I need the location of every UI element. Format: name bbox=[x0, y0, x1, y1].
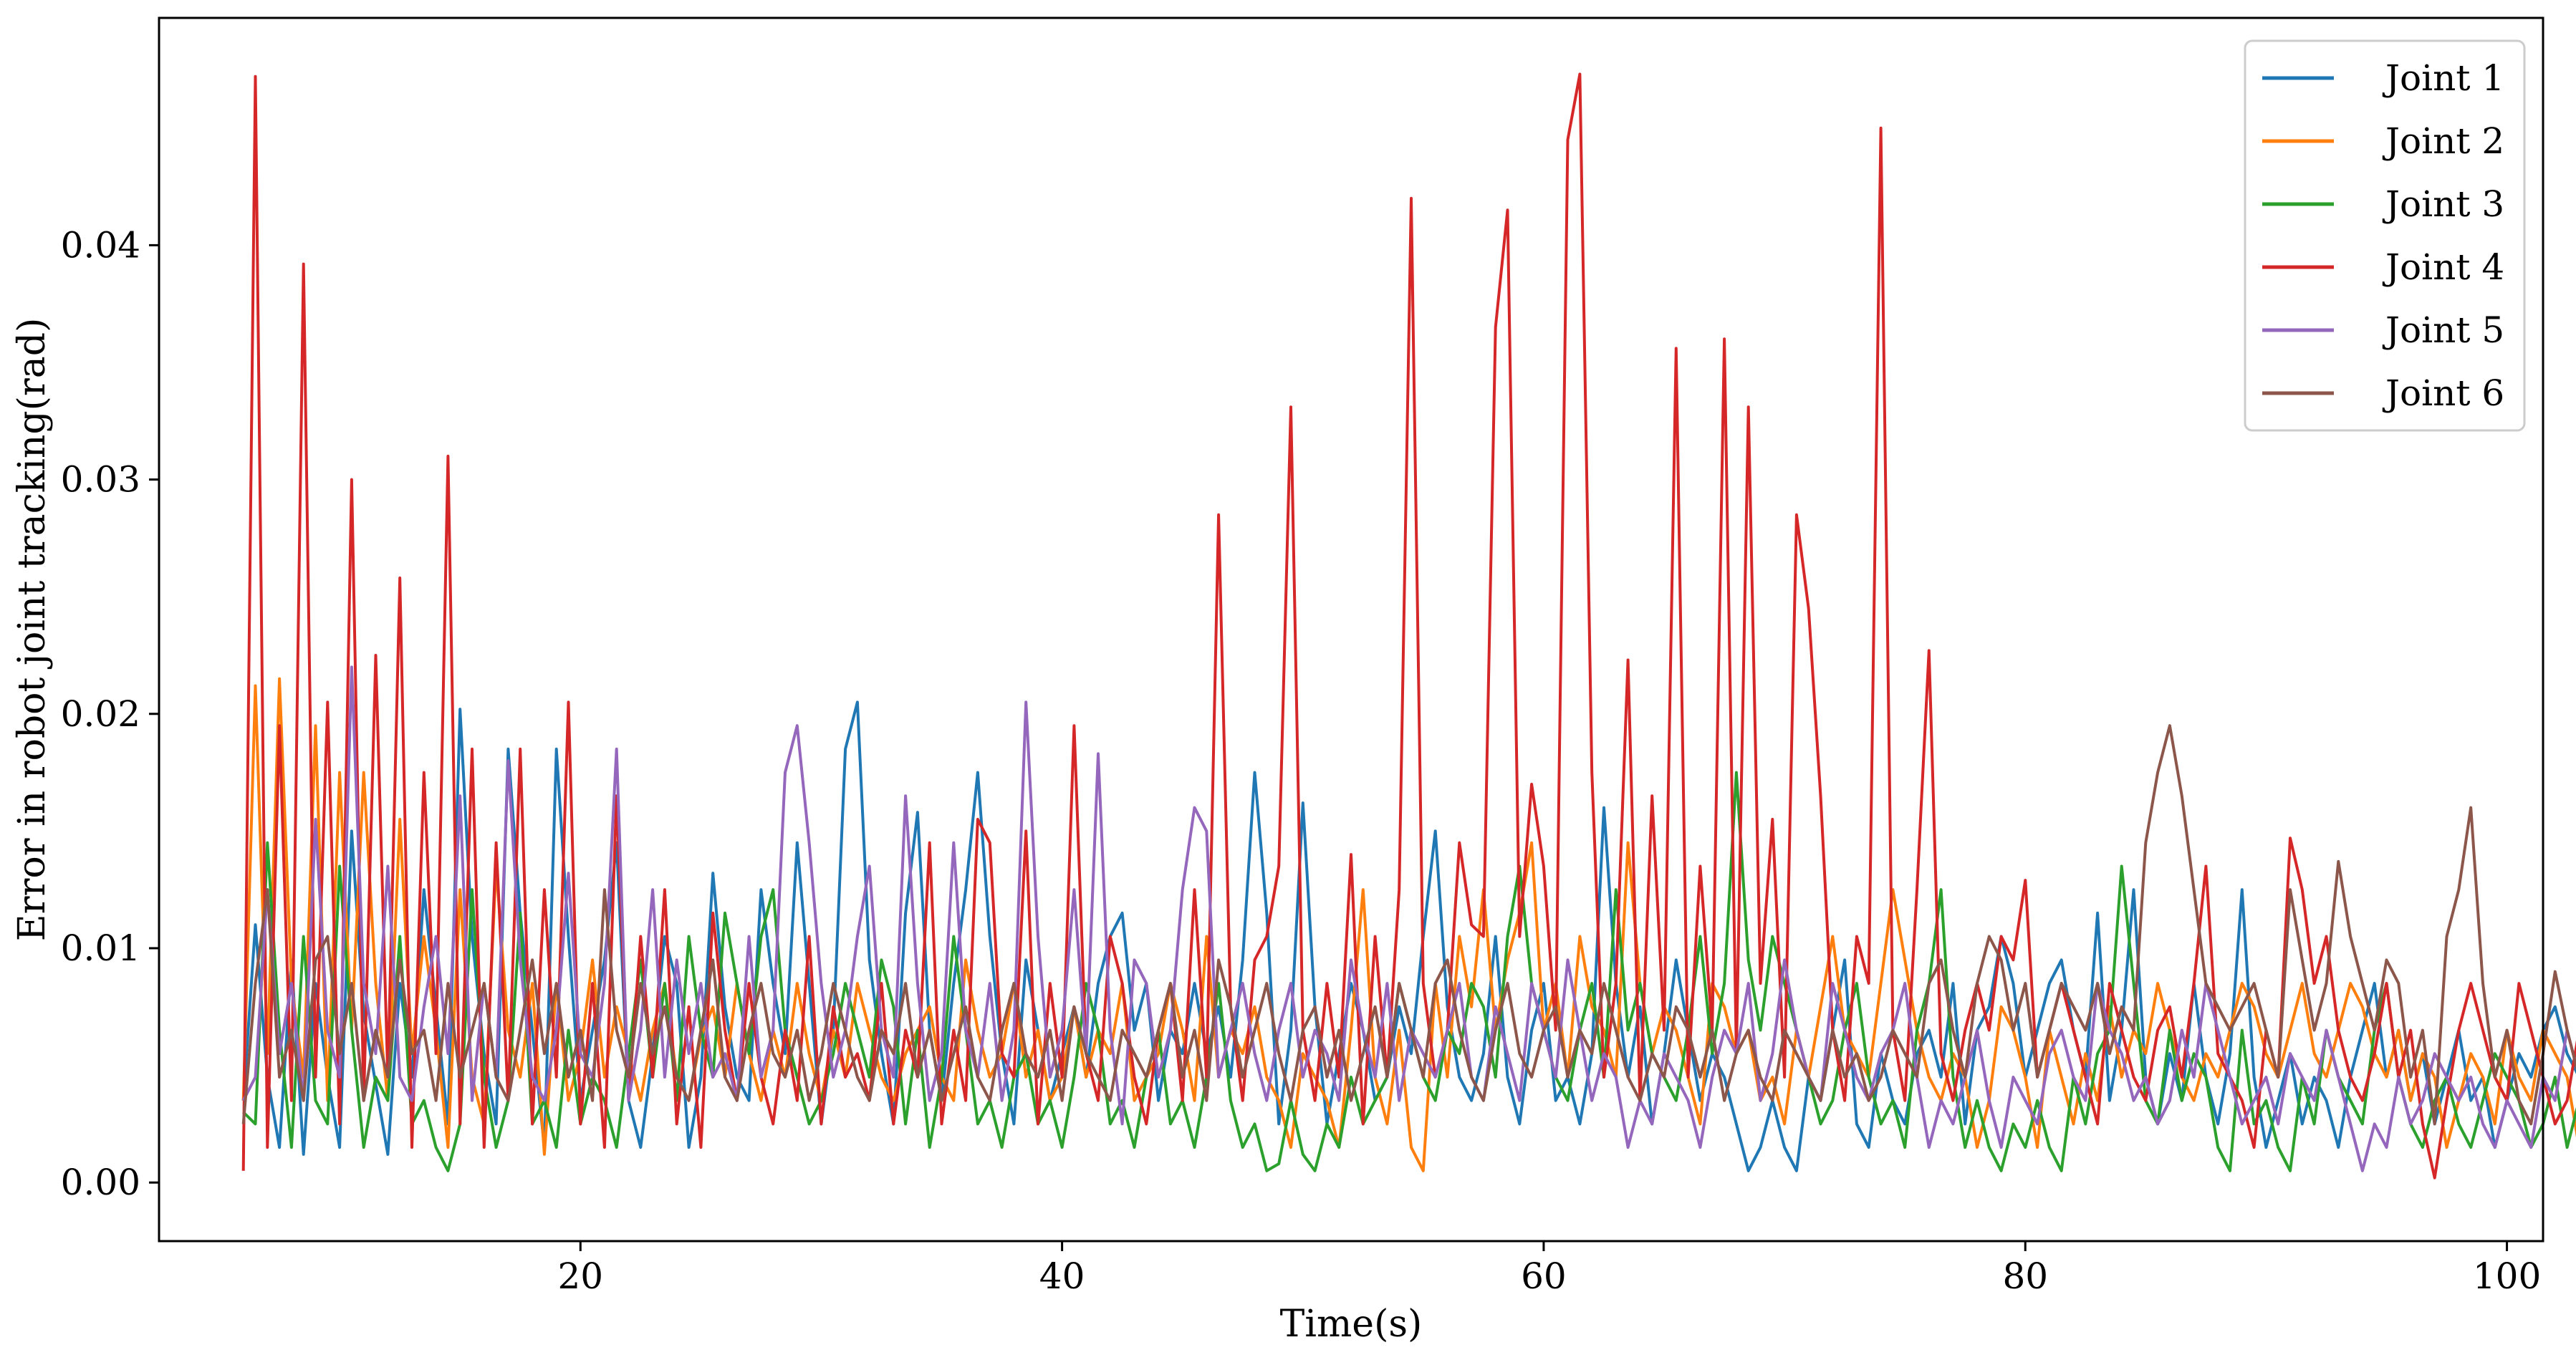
x-axis-label: Time(s) bbox=[1280, 1303, 1423, 1346]
legend: Joint 1 Joint 2 Joint 3 Joint 4 Joint 5 Joint… bbox=[2244, 39, 2526, 432]
y-tick-label: 0.03 bbox=[61, 459, 140, 501]
series-line-joint-5 bbox=[241, 665, 2576, 1172]
x-tick-label: 60 bbox=[1521, 1255, 1567, 1297]
x-tick-label: 100 bbox=[2473, 1255, 2541, 1297]
axis-ticks: 20 40 60 80 100 0.00 0.01 0.02 0.03 0.04 bbox=[61, 224, 2542, 1297]
series-line-joint-4 bbox=[241, 72, 2576, 1180]
y-axis-label: Error in robot joint tracking(rad) bbox=[11, 318, 54, 942]
legend-label: Joint 3 bbox=[2382, 183, 2504, 225]
y-tick-label: 0.04 bbox=[61, 224, 140, 266]
legend-label: Joint 1 bbox=[2382, 57, 2504, 99]
y-tick-label: 0.02 bbox=[61, 693, 140, 735]
plot-frame bbox=[158, 16, 2544, 1243]
legend-label: Joint 2 bbox=[2382, 120, 2504, 162]
legend-box bbox=[2244, 39, 2526, 432]
legend-label: Joint 5 bbox=[2382, 309, 2504, 351]
series-line-joint-6 bbox=[241, 724, 2576, 1126]
x-tick-label: 20 bbox=[557, 1255, 603, 1297]
y-tick-label: 0.00 bbox=[61, 1162, 140, 1203]
legend-label: Joint 4 bbox=[2382, 246, 2504, 288]
legend-label: Joint 6 bbox=[2382, 372, 2504, 414]
x-tick-label: 80 bbox=[2002, 1255, 2048, 1297]
y-tick-label: 0.01 bbox=[61, 927, 140, 969]
x-tick-label: 40 bbox=[1039, 1255, 1085, 1297]
series-lines bbox=[241, 72, 2576, 1180]
